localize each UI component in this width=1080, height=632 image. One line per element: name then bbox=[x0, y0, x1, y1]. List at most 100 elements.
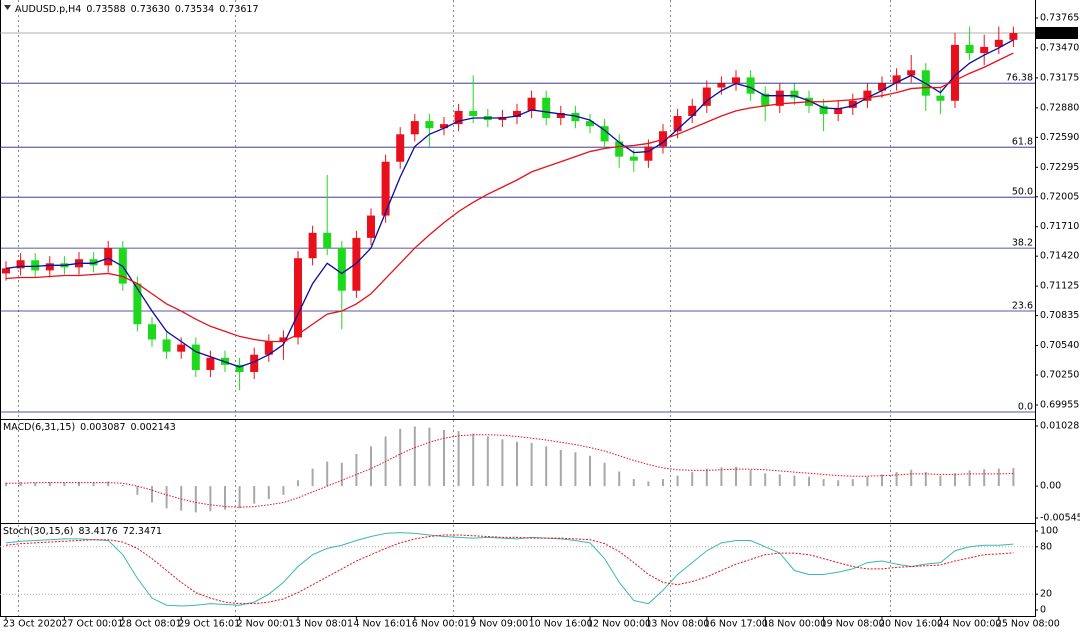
candle-body bbox=[732, 77, 740, 84]
histogram-bar bbox=[472, 433, 475, 487]
histogram-bar bbox=[501, 439, 504, 487]
histogram-bar bbox=[282, 486, 285, 495]
x-tick-label: 16 Nov 17:00 bbox=[704, 619, 768, 630]
y-tick-label: 0.71125 bbox=[1040, 281, 1079, 292]
fib-label: 23.6 bbox=[1012, 301, 1033, 312]
histogram-bar bbox=[19, 482, 22, 487]
candle-body bbox=[965, 44, 974, 54]
histogram-bar bbox=[924, 472, 927, 487]
candle-body bbox=[89, 259, 98, 266]
histogram-bar bbox=[78, 482, 80, 487]
histogram-bar bbox=[822, 479, 825, 487]
histogram-bar bbox=[311, 468, 314, 487]
histogram-bar bbox=[632, 479, 635, 487]
histogram-bar bbox=[676, 475, 679, 487]
candle-body bbox=[863, 90, 872, 101]
candle-body bbox=[761, 93, 770, 106]
histogram-bar bbox=[910, 469, 913, 487]
y-tick-label: 0.72005 bbox=[1040, 191, 1079, 202]
candle-body bbox=[994, 39, 1003, 47]
y-tick-label: 0.72880 bbox=[1040, 102, 1079, 113]
candle-body bbox=[264, 341, 273, 355]
y-tick-label: 0.69955 bbox=[1040, 399, 1079, 410]
stochastic-line bbox=[5, 532, 1014, 607]
candle-body bbox=[440, 124, 448, 129]
histogram-bar bbox=[589, 455, 591, 487]
candle-body bbox=[337, 248, 346, 291]
stoch-header: Stoch(30,15,6) 83.4176 72.3471 bbox=[3, 526, 162, 537]
x-tick-label: 2 Nov 00:01 bbox=[237, 619, 295, 630]
candle-body bbox=[2, 268, 10, 274]
candle-body bbox=[206, 357, 215, 370]
candle-body bbox=[980, 46, 989, 54]
histogram-bar bbox=[428, 427, 431, 487]
candle-body bbox=[673, 116, 682, 132]
x-tick-label: 18 Nov 00:00 bbox=[762, 619, 826, 630]
histogram-bar bbox=[355, 453, 358, 487]
candle-body bbox=[104, 248, 113, 266]
histogram-bar bbox=[326, 461, 329, 487]
histogram-bar bbox=[194, 486, 197, 513]
readout-value: 0.002143 bbox=[131, 422, 176, 433]
histogram-bar bbox=[574, 452, 577, 487]
histogram-bar bbox=[180, 486, 183, 511]
readout-value: 72.3471 bbox=[123, 526, 162, 537]
histogram-bar bbox=[939, 475, 942, 487]
candle-body bbox=[177, 344, 186, 352]
histogram-bar bbox=[457, 431, 460, 487]
histogram-bar bbox=[764, 473, 767, 487]
candle-body bbox=[878, 83, 886, 91]
histogram-bar bbox=[793, 475, 796, 487]
histogram-bar bbox=[340, 462, 343, 487]
y-tick-label: 0 bbox=[1040, 605, 1046, 616]
candle-body bbox=[352, 237, 361, 291]
histogram-bar bbox=[253, 486, 256, 504]
fib-label: 0.0 bbox=[1018, 402, 1033, 413]
y-tick-label: 80 bbox=[1040, 541, 1052, 552]
x-tick-label: 23 Oct 2020 bbox=[3, 619, 62, 630]
candle-body bbox=[571, 112, 580, 122]
x-tick-label: 20 Nov 16:00 bbox=[879, 619, 943, 630]
candle-body bbox=[410, 121, 419, 135]
histogram-bar bbox=[5, 482, 7, 487]
y-tick-label: 20 bbox=[1040, 589, 1052, 600]
y-tick-label: 0.00 bbox=[1040, 481, 1061, 492]
y-tick-label: 0.72295 bbox=[1040, 162, 1079, 173]
candle-body bbox=[702, 87, 711, 106]
x-tick-label: 10 Nov 16:00 bbox=[529, 619, 593, 630]
readout-value: 0.73588 bbox=[86, 4, 125, 15]
histogram-bar bbox=[778, 474, 781, 487]
histogram-bar bbox=[997, 468, 1000, 487]
main-header: AUDUSD.p,H4 0.73588 0.73630 0.73534 0.73617 bbox=[15, 4, 259, 15]
histogram-bar bbox=[1012, 468, 1015, 487]
x-tick-label: 9 Nov 09:00 bbox=[470, 619, 528, 630]
histogram-bar bbox=[165, 486, 168, 509]
candle-body bbox=[848, 100, 857, 108]
histogram-bar bbox=[238, 486, 241, 509]
candle-body bbox=[556, 112, 565, 119]
y-tick-label: 0.73765 bbox=[1040, 12, 1079, 23]
histogram-bar bbox=[545, 446, 548, 487]
x-tick-label: 24 Nov 00:00 bbox=[937, 619, 1001, 630]
y-tick-label: 0.70250 bbox=[1040, 370, 1079, 381]
readout-value: 0.73617 bbox=[219, 4, 258, 15]
fib-label: 50.0 bbox=[1012, 187, 1033, 198]
histogram-bar bbox=[866, 476, 869, 487]
candle-body bbox=[688, 105, 697, 117]
histogram-bar bbox=[486, 436, 489, 487]
x-tick-label: 12 Nov 00:00 bbox=[587, 619, 651, 630]
candle-body bbox=[542, 97, 551, 119]
y-tick-label: 0.71420 bbox=[1040, 251, 1079, 262]
histogram-bar bbox=[297, 480, 299, 487]
candle-body bbox=[936, 95, 945, 101]
histogram-bar bbox=[749, 469, 752, 487]
candle-body bbox=[600, 126, 609, 142]
histogram-bar bbox=[662, 479, 664, 487]
candle-body bbox=[717, 83, 726, 88]
x-tick-label: 28 Oct 08:01 bbox=[120, 619, 182, 630]
histogram-bar bbox=[63, 482, 66, 487]
x-tick-label: 29 Oct 16:01 bbox=[178, 619, 240, 630]
menu-icon[interactable] bbox=[4, 5, 11, 10]
y-tick-label: 0.71710 bbox=[1040, 221, 1079, 232]
